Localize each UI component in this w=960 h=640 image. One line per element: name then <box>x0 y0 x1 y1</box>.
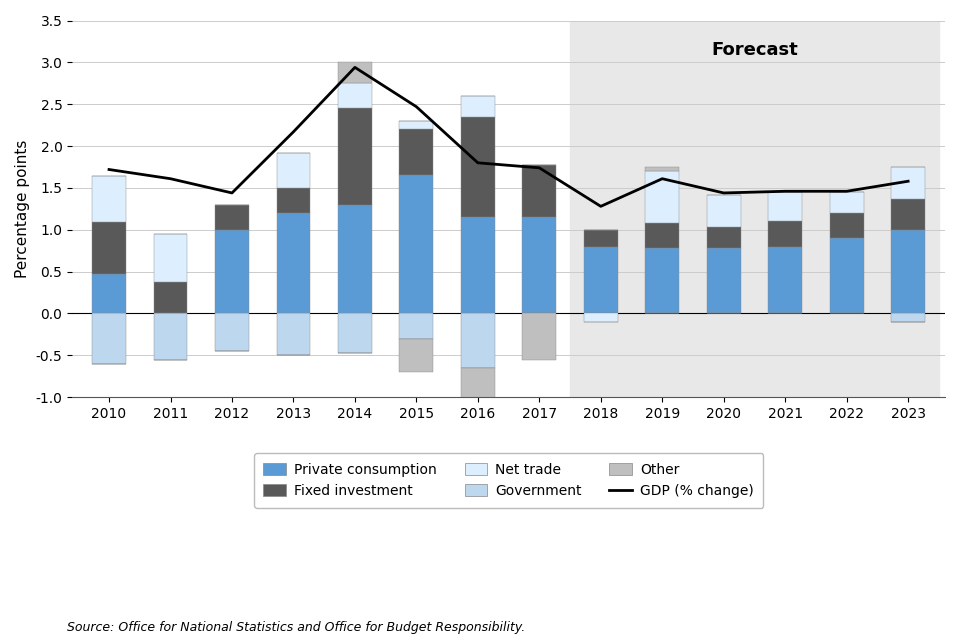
Bar <box>584 314 617 322</box>
Bar <box>399 175 433 314</box>
Bar <box>215 230 249 314</box>
Bar <box>584 230 617 246</box>
Bar <box>707 227 740 248</box>
Bar <box>891 167 925 199</box>
Bar <box>570 20 939 397</box>
Bar <box>522 165 556 217</box>
Bar <box>522 314 556 360</box>
Bar <box>399 121 433 129</box>
Bar <box>645 171 679 223</box>
Y-axis label: Percentage points: Percentage points <box>15 140 30 278</box>
Text: Forecast: Forecast <box>711 42 798 60</box>
Bar <box>829 192 864 213</box>
Bar <box>276 213 310 314</box>
Bar <box>154 282 187 314</box>
Bar <box>154 234 187 282</box>
Bar <box>338 108 372 205</box>
Bar <box>215 205 249 230</box>
Bar <box>338 205 372 314</box>
Bar <box>645 167 679 171</box>
Legend: Private consumption, Fixed investment, Net trade, Government, Other, GDP (% chan: Private consumption, Fixed investment, N… <box>253 453 763 508</box>
Bar <box>338 62 372 83</box>
Bar <box>461 96 494 116</box>
Bar <box>768 192 803 221</box>
Bar <box>645 223 679 248</box>
Bar <box>92 176 126 222</box>
Bar <box>645 248 679 314</box>
Bar <box>92 222 126 274</box>
Bar <box>215 314 249 351</box>
Bar <box>461 368 494 431</box>
Bar <box>584 246 617 314</box>
Text: Source: Office for National Statistics and Office for Budget Responsibility.: Source: Office for National Statistics a… <box>67 621 525 634</box>
Bar <box>276 314 310 355</box>
Bar <box>399 314 433 339</box>
Bar <box>276 153 310 188</box>
Bar <box>891 230 925 314</box>
Bar <box>829 213 864 238</box>
Bar <box>276 188 310 213</box>
Bar <box>891 314 925 322</box>
Bar <box>522 217 556 314</box>
Bar <box>891 199 925 230</box>
Bar <box>707 195 740 227</box>
Bar <box>461 217 494 314</box>
Bar <box>399 339 433 372</box>
Bar <box>92 314 126 364</box>
Bar <box>707 248 740 314</box>
Bar <box>768 246 803 314</box>
Bar <box>461 116 494 217</box>
Bar <box>154 314 187 360</box>
Bar <box>768 221 803 246</box>
Bar <box>338 83 372 108</box>
Bar <box>399 129 433 175</box>
Bar <box>338 314 372 353</box>
Bar <box>92 274 126 314</box>
Bar <box>461 314 494 368</box>
Bar <box>829 238 864 314</box>
